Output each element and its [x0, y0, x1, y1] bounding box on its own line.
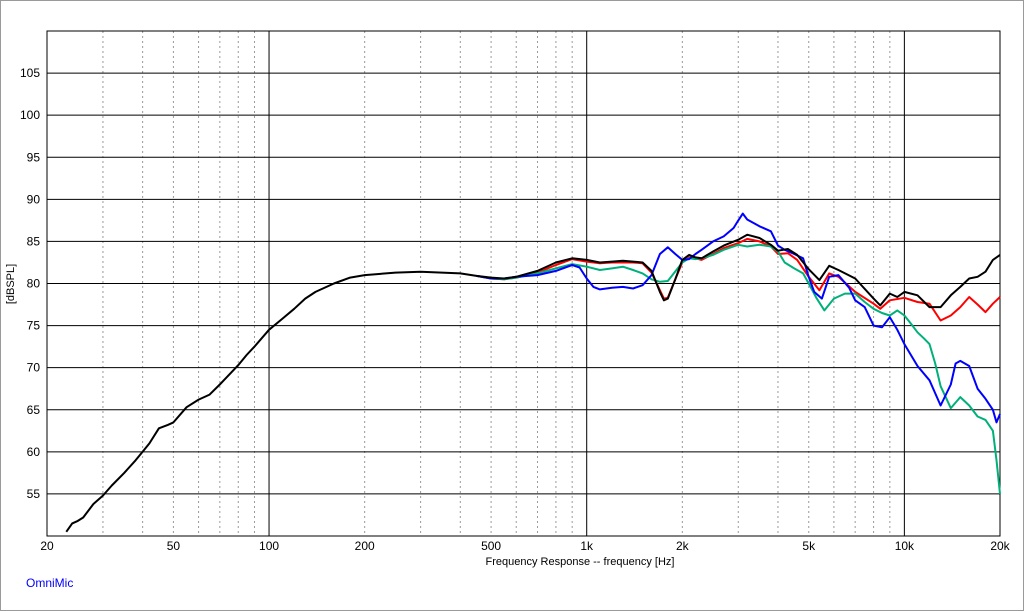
y-tick-label: 80	[27, 277, 41, 291]
x-tick-label: 20	[40, 539, 54, 553]
y-tick-label: 95	[27, 150, 41, 164]
y-tick-label: 60	[27, 445, 41, 459]
series-line	[476, 243, 1001, 495]
series-line	[65, 233, 1001, 533]
x-tick-label: 200	[355, 539, 375, 553]
y-tick-label: 65	[27, 403, 41, 417]
x-tick-label: 500	[481, 539, 501, 553]
y-axis-label: [dBSPL]	[5, 264, 17, 304]
x-tick-label: 1k	[580, 539, 594, 553]
plot-area	[46, 30, 1001, 537]
y-tick-label: 100	[20, 108, 40, 122]
y-tick-label: 90	[27, 192, 41, 206]
y-axis-ticks: 55 60 65 70 75 80 85 90 95 100 105	[20, 66, 40, 501]
x-tick-label: 10k	[895, 539, 915, 553]
x-tick-label: 2k	[676, 539, 690, 553]
x-tick-label: 50	[167, 539, 181, 553]
x-axis-ticks: 20 50 100 200 500 1k 2k 5k 10k 20k	[40, 539, 1010, 553]
series-layer	[65, 212, 1001, 533]
y-tick-label: 85	[27, 234, 41, 248]
major-gridlines	[47, 31, 1000, 536]
y-tick-label: 105	[20, 66, 40, 80]
x-tick-label: 5k	[802, 539, 816, 553]
x-tick-label: 20k	[990, 539, 1010, 553]
series-line	[476, 212, 1001, 424]
brand-label: OmniMic	[26, 576, 74, 590]
x-axis-label: Frequency Response -- frequency [Hz]	[486, 556, 675, 568]
y-tick-label: 75	[27, 319, 41, 333]
x-tick-label: 100	[259, 539, 279, 553]
y-tick-label: 55	[27, 487, 41, 501]
y-tick-label: 70	[27, 361, 41, 375]
